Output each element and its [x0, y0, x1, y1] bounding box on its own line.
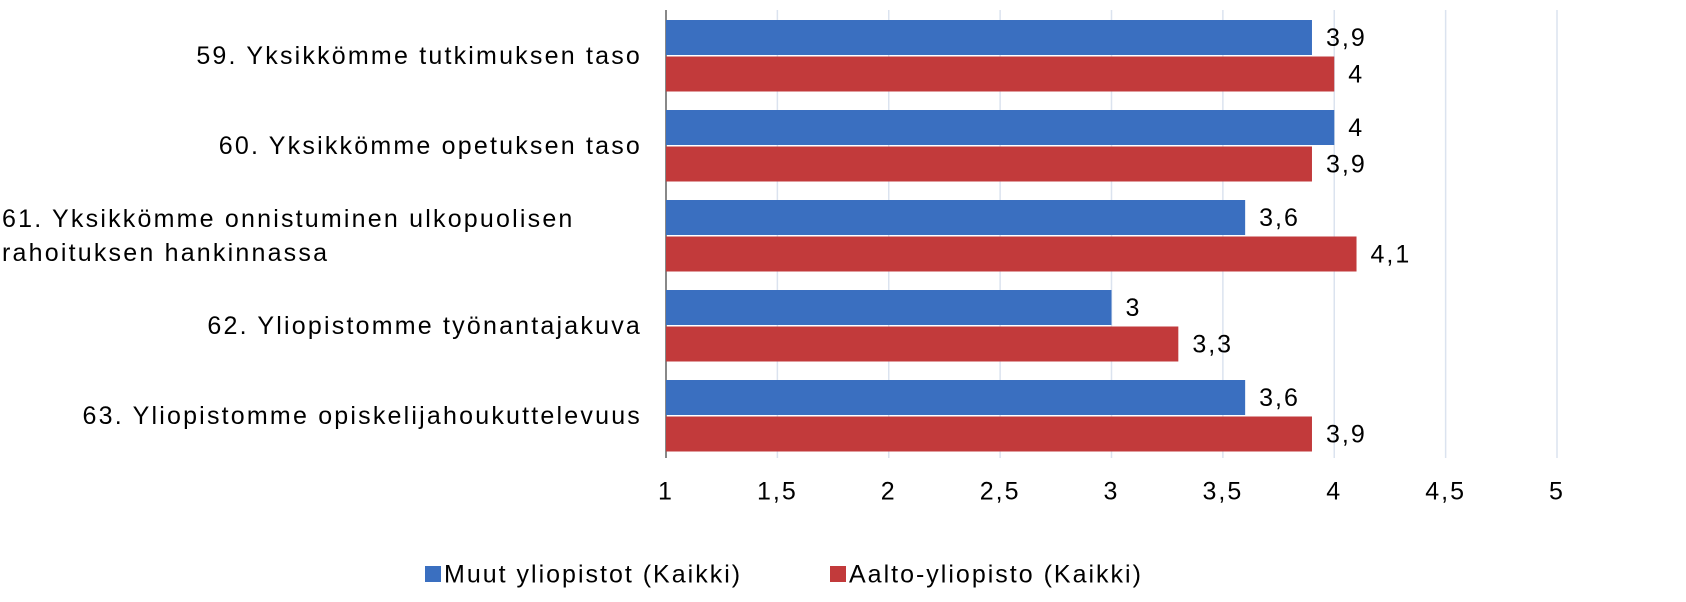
- data-label: 3,6: [1259, 384, 1300, 412]
- x-tick-label: 3,5: [1202, 478, 1243, 506]
- y-tick-label: 59. Yksikkömme tutkimuksen taso: [0, 39, 642, 73]
- category-text: 63. Yliopistomme opiskelijahoukuttelevuu…: [82, 402, 642, 430]
- data-label: 4: [1348, 114, 1364, 142]
- x-tick-label: 2: [881, 478, 897, 506]
- legend-label: Muut yliopistot (Kaikki): [444, 561, 742, 589]
- bar: [666, 236, 1357, 272]
- data-label: 3: [1126, 294, 1142, 322]
- category-text: 60. Yksikkömme opetuksen taso: [218, 132, 642, 160]
- x-tick-label: 5: [1549, 478, 1565, 506]
- x-tick-label: 3: [1104, 478, 1120, 506]
- data-label: 4: [1348, 61, 1364, 89]
- bar: [666, 290, 1112, 325]
- bar: [666, 326, 1179, 362]
- category-text: 59. Yksikkömme tutkimuksen taso: [196, 42, 642, 70]
- y-tick-label: 63. Yliopistomme opiskelijahoukuttelevuu…: [0, 399, 642, 433]
- bar: [666, 146, 1312, 182]
- category-text: 62. Yliopistomme työnantajakuva: [207, 312, 642, 340]
- category-text: 61. Yksikkömme onnistuminen ulkopuolisen…: [2, 205, 575, 267]
- bar: [666, 416, 1312, 452]
- data-label: 4,1: [1371, 241, 1412, 269]
- data-label: 3,9: [1326, 151, 1367, 179]
- bar: [666, 380, 1246, 415]
- data-label: 3,6: [1259, 204, 1300, 232]
- legend-swatch: [425, 566, 441, 582]
- x-tick-label: 4: [1326, 478, 1342, 506]
- x-tick-label: 1,5: [757, 478, 798, 506]
- y-tick-label: 60. Yksikkömme opetuksen taso: [0, 129, 642, 163]
- x-tick-label: 1: [658, 478, 674, 506]
- data-label: 3,9: [1326, 421, 1367, 449]
- y-tick-label: 61. Yksikkömme onnistuminen ulkopuolisen…: [0, 202, 642, 270]
- x-tick-label: 4,5: [1425, 478, 1466, 506]
- bar: [666, 200, 1246, 235]
- data-label: 3,9: [1326, 24, 1367, 52]
- data-label: 3,3: [1192, 331, 1233, 359]
- x-tick-label: 2,5: [980, 478, 1021, 506]
- legend-label: Aalto-yliopisto (Kaikki): [849, 561, 1143, 589]
- bar: [666, 20, 1312, 55]
- y-tick-label: 62. Yliopistomme työnantajakuva: [0, 309, 642, 343]
- bar: [666, 56, 1335, 92]
- bar: [666, 110, 1335, 145]
- legend-swatch: [830, 566, 846, 582]
